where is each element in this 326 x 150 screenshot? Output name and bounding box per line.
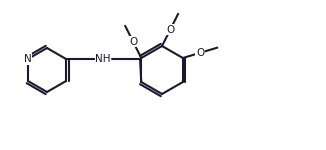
Text: NH: NH: [95, 54, 111, 64]
Text: O: O: [129, 37, 137, 47]
Text: N: N: [24, 54, 32, 64]
Text: O: O: [196, 48, 204, 58]
Text: O: O: [166, 25, 174, 35]
